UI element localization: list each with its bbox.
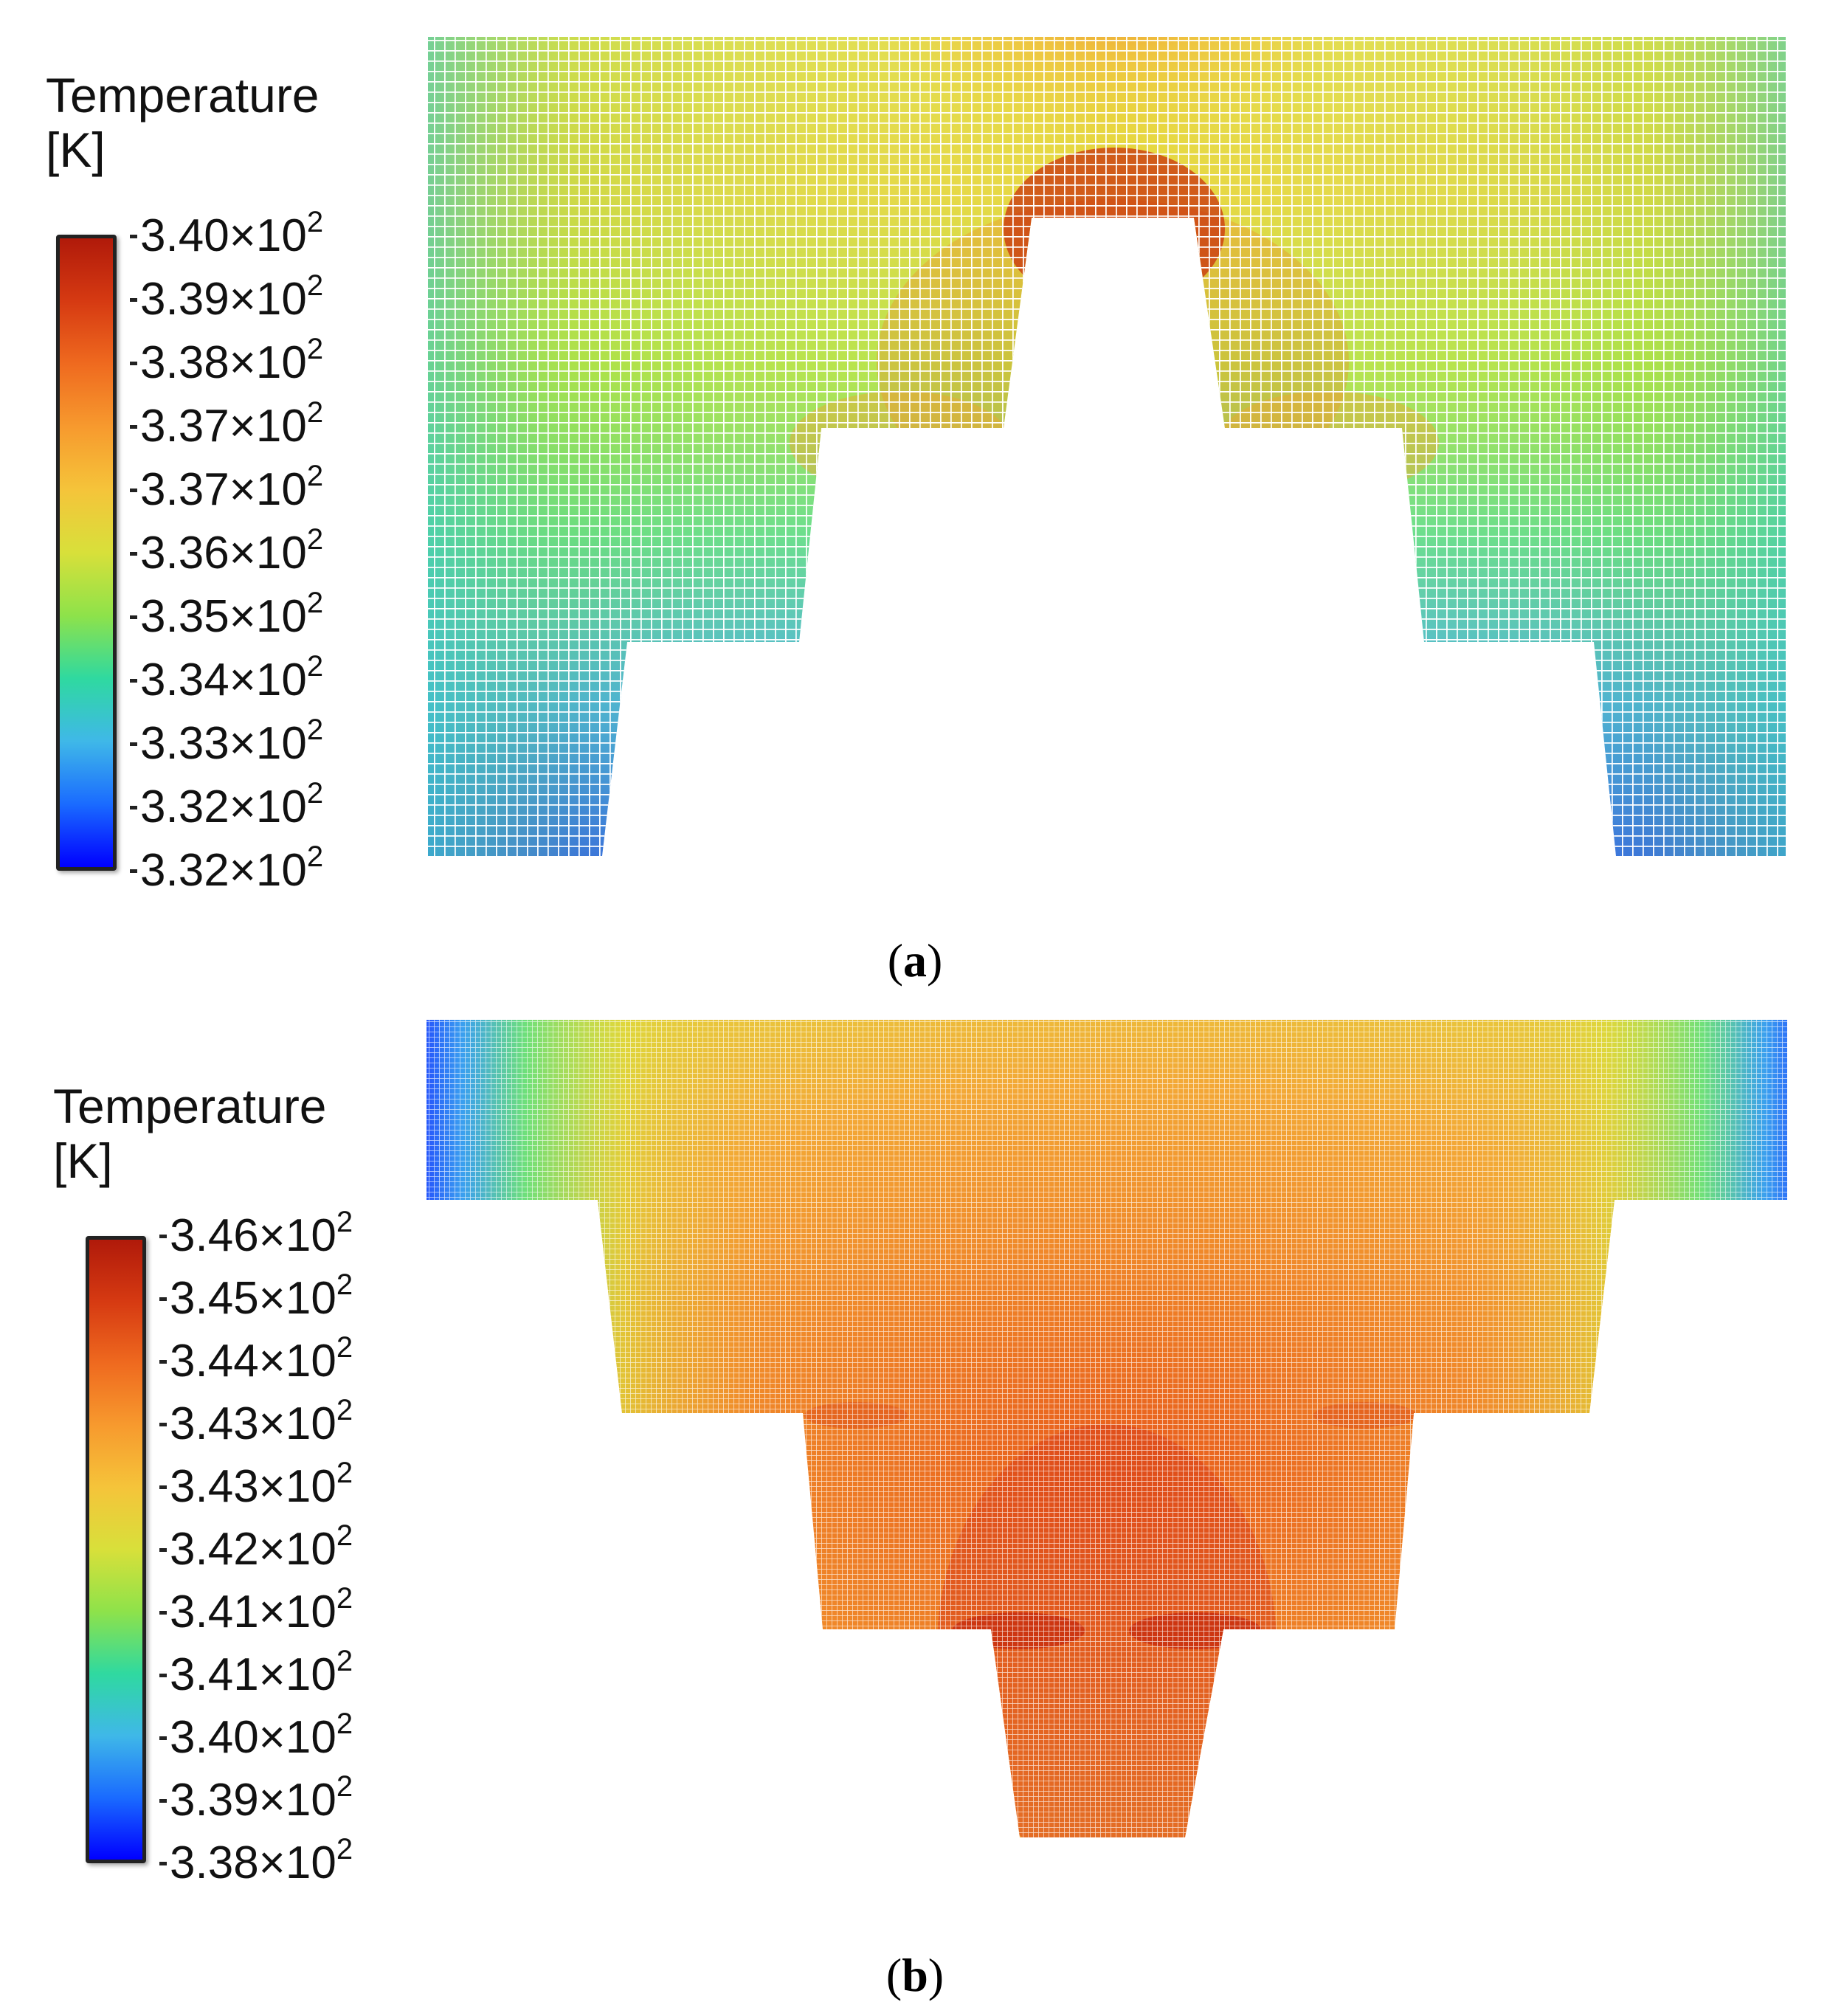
tick-mantissa: 3.32×10	[140, 845, 307, 896]
colorbar-tick-label: 3.46×102	[159, 1207, 353, 1261]
tick-exponent: 2	[336, 1645, 353, 1677]
tick-exponent: 2	[306, 269, 324, 302]
colorbar-tick-label: 3.40×102	[159, 1709, 353, 1763]
tick-exponent: 2	[336, 1268, 353, 1301]
tick-mantissa: 3.43×10	[170, 1461, 336, 1512]
colorbar-tick-label: 3.37×102	[129, 461, 323, 515]
colorbar-tick-label: 3.41×102	[159, 1584, 353, 1637]
tick-mantissa: 3.41×10	[170, 1649, 336, 1700]
tick-mantissa: 3.32×10	[140, 781, 307, 832]
tick-mantissa: 3.46×10	[170, 1210, 336, 1261]
tick-exponent: 2	[336, 1331, 353, 1364]
legend-title-line1: Temperature	[46, 68, 320, 122]
tick-exponent: 2	[306, 206, 324, 238]
tick-exponent: 2	[336, 1582, 353, 1615]
tick-mantissa: 3.40×10	[140, 210, 307, 261]
tick-mantissa: 3.34×10	[140, 655, 307, 705]
tick-exponent: 2	[336, 1770, 353, 1803]
tick-mantissa: 3.41×10	[170, 1587, 336, 1637]
colorbar-tick-label: 3.39×102	[159, 1772, 353, 1826]
colorbar-tick-label: 3.38×102	[159, 1834, 353, 1888]
legend-title-unit: [K]	[53, 1133, 113, 1188]
tick-exponent: 2	[306, 587, 324, 619]
tick-mantissa: 3.37×10	[140, 401, 307, 452]
colorbar-tick-label: 3.43×102	[159, 1395, 353, 1449]
colorbar-tick-label: 3.43×102	[159, 1458, 353, 1512]
tick-mantissa: 3.38×10	[140, 337, 307, 388]
temperature-contour-a	[428, 37, 1786, 856]
colorbar	[56, 235, 117, 871]
tick-exponent: 2	[336, 1206, 353, 1238]
colorbar-tick-label: 3.40×102	[129, 207, 323, 261]
temperature-contour-b	[427, 1020, 1787, 1837]
colorbar-tick-label: 3.34×102	[129, 652, 323, 705]
tick-exponent: 2	[306, 333, 324, 365]
colorbar-tick-label: 3.37×102	[129, 398, 323, 452]
tick-exponent: 2	[336, 1519, 353, 1552]
tick-mantissa: 3.45×10	[170, 1273, 336, 1324]
panel-label-a: (a)	[887, 934, 943, 987]
panel-label-b: (b)	[885, 1949, 945, 2001]
tick-exponent: 2	[306, 460, 324, 492]
colorbar-tick-labels: 3.40×102 3.39×102 3.38×102 3.37×102 3.37×102…	[129, 207, 376, 894]
tick-exponent: 2	[306, 840, 324, 873]
tick-mantissa: 3.37×10	[140, 464, 307, 515]
tick-mantissa: 3.42×10	[170, 1524, 336, 1575]
colorbar-tick-label: 3.39×102	[129, 271, 323, 325]
colorbar-tick-label: 3.38×102	[129, 334, 323, 388]
tick-exponent: 2	[306, 523, 324, 556]
legend-title-unit: [K]	[46, 122, 106, 177]
tick-mantissa: 3.39×10	[140, 274, 307, 325]
colorbar-tick-label: 3.41×102	[159, 1646, 353, 1700]
panel-b: Temperature [K] 3.46×102 3.45×102 3.44×102…	[0, 1011, 1844, 2016]
panel-a: Temperature [K] 3.40×102 3.39×102 3.38×102…	[46, 37, 1786, 987]
tick-exponent: 2	[306, 650, 324, 683]
tick-exponent: 2	[306, 714, 324, 746]
tick-exponent: 2	[336, 1457, 353, 1489]
colorbar-tick-label: 3.32×102	[129, 779, 323, 832]
tick-exponent: 2	[336, 1394, 353, 1426]
legend-title-line1: Temperature	[53, 1079, 327, 1133]
colorbar-tick-label: 3.44×102	[159, 1333, 353, 1387]
tick-mantissa: 3.38×10	[170, 1837, 336, 1888]
tick-exponent: 2	[336, 1708, 353, 1740]
legend-title: Temperature [K]	[53, 1079, 327, 1188]
colorbar-tick-label: 3.42×102	[159, 1521, 353, 1575]
tick-mantissa: 3.39×10	[170, 1775, 336, 1826]
tick-mantissa: 3.43×10	[170, 1398, 336, 1449]
colorbar-tick-label: 3.33×102	[129, 715, 323, 769]
tick-mantissa: 3.33×10	[140, 718, 307, 769]
legend-title: Temperature [K]	[46, 68, 320, 177]
colorbar-tick-label: 3.36×102	[129, 525, 323, 579]
colorbar-tick-label: 3.35×102	[129, 588, 323, 642]
tick-exponent: 2	[306, 396, 324, 429]
colorbar	[86, 1236, 146, 1863]
tick-exponent: 2	[336, 1833, 353, 1865]
tick-exponent: 2	[306, 777, 324, 809]
tick-mantissa: 3.40×10	[170, 1712, 336, 1763]
colorbar-tick-label: 3.45×102	[159, 1270, 353, 1324]
colorbar-tick-label: 3.32×102	[129, 842, 323, 896]
colorbar-tick-labels: 3.46×102 3.45×102 3.44×102 3.43×102 3.43×102…	[159, 1207, 406, 1886]
tick-mantissa: 3.36×10	[140, 528, 307, 579]
tick-mantissa: 3.44×10	[170, 1336, 336, 1387]
tick-mantissa: 3.35×10	[140, 591, 307, 642]
